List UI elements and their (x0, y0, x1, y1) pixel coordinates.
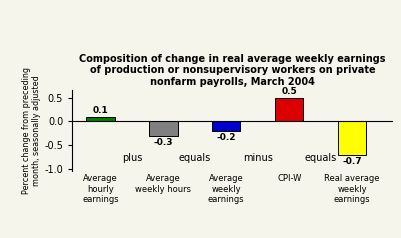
Text: equals: equals (179, 153, 211, 163)
Text: -0.7: -0.7 (342, 157, 362, 166)
Text: 0.1: 0.1 (93, 106, 108, 115)
Text: minus: minus (243, 153, 273, 163)
Text: -0.3: -0.3 (154, 138, 173, 147)
Bar (149, 121, 178, 136)
Text: -0.2: -0.2 (217, 133, 236, 142)
Y-axis label: Percent change from preceding
month, seasonally adjusted: Percent change from preceding month, sea… (22, 67, 41, 194)
Text: 0.5: 0.5 (282, 87, 297, 96)
Text: plus: plus (122, 153, 142, 163)
Title: Composition of change in real average weekly earnings
of production or nonsuperv: Composition of change in real average we… (79, 54, 386, 87)
Bar (338, 121, 366, 155)
Bar (86, 117, 115, 121)
Bar (275, 98, 303, 121)
Text: equals: equals (304, 153, 337, 163)
Bar (212, 121, 241, 131)
